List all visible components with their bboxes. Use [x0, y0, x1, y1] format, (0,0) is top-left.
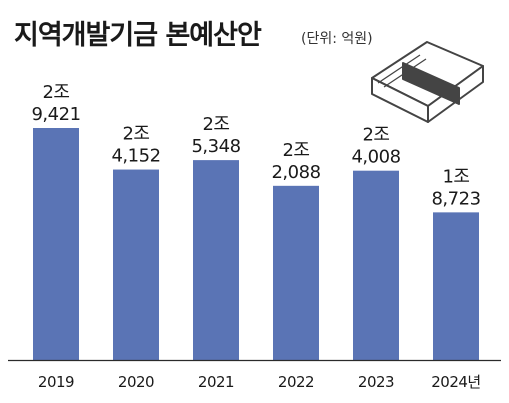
x-tick-label: 2022 [278, 373, 314, 391]
x-tick-label: 2021 [198, 373, 234, 391]
value-label-2022-line1: 2조 [282, 140, 309, 161]
x-tick-labels-group: 2019 2020 2021 2022 2023 2024년 [38, 373, 481, 391]
value-label-2020-line1: 2조 [122, 124, 149, 145]
value-label-2023-line2: 4,008 [351, 147, 400, 168]
bars-group [33, 128, 479, 360]
value-label-2019-line1: 2조 [42, 82, 69, 103]
x-tick-label: 2020 [118, 373, 154, 391]
value-label-2022-line2: 2,088 [271, 162, 320, 183]
chart-unit-note: (단위: 억원) [301, 31, 373, 47]
bar-2021 [193, 160, 239, 360]
value-label-2021-line2: 5,348 [191, 136, 240, 157]
bar-2019 [33, 128, 79, 360]
x-tick-label: 2024년 [431, 373, 480, 391]
bar-2023 [353, 170, 399, 360]
x-tick-label: 2019 [38, 373, 74, 391]
value-label-2020-line2: 4,152 [111, 146, 160, 167]
bar-2024년 [433, 212, 479, 360]
chart-title: 지역개발기금 본예산안 [14, 20, 262, 51]
x-tick-label: 2023 [358, 373, 394, 391]
bar-2022 [273, 185, 319, 360]
value-label-2019-line2: 9,421 [31, 104, 80, 125]
value-label-2023-line1: 2조 [362, 125, 389, 146]
value-label-2024년-line1: 1조 [442, 166, 469, 187]
money-bundle-icon [371, 41, 484, 123]
value-label-2024년-line2: 8,723 [431, 188, 480, 209]
bar-2020 [113, 169, 159, 360]
value-label-2021-line1: 2조 [202, 114, 229, 135]
